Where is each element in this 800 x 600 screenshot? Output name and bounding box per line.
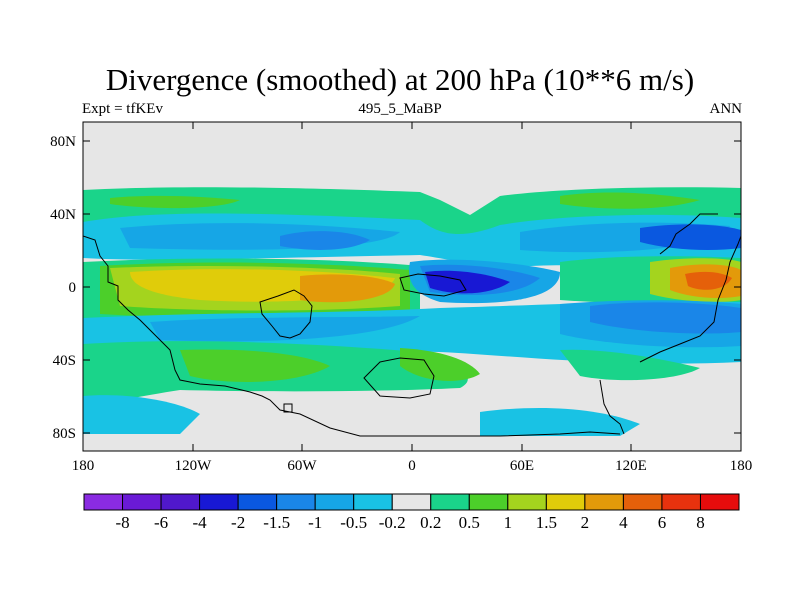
coastline-japan <box>659 213 718 255</box>
contour-eq-orange <box>300 274 395 303</box>
lat-label-80s: 80S <box>53 426 76 442</box>
lon-label-0: 0 <box>408 458 416 474</box>
colorbar-box <box>507 493 547 511</box>
contour-sh-negative-core <box>590 302 741 334</box>
divergence-field <box>83 122 741 451</box>
colorbar-label: 8 <box>696 513 705 532</box>
colorbar-box <box>661 493 701 511</box>
lat-label-40s: 40S <box>53 353 76 369</box>
colorbar-box <box>584 493 624 511</box>
lat-label-80n: 80N <box>50 134 76 150</box>
lon-label-180e: 180 <box>730 458 753 474</box>
colorbar-box <box>314 493 355 511</box>
coastline-east-asia <box>639 235 741 363</box>
coastline-australia <box>363 357 435 399</box>
contour-nh-negative-core <box>280 231 370 250</box>
lon-label-120e: 120E <box>615 458 647 474</box>
lon-label-60e: 60E <box>510 458 534 474</box>
colorbar-label: 0.2 <box>420 513 441 532</box>
lon-label-60w: 60W <box>287 458 317 474</box>
lat-label-40n: 40N <box>50 207 76 223</box>
colorbar-box <box>83 493 124 511</box>
colorbar-label: 1.5 <box>536 513 557 532</box>
coastlines <box>83 213 741 437</box>
contour-eq-negative-core <box>425 270 510 294</box>
colorbar-box <box>622 493 663 511</box>
colorbar-box <box>391 493 432 511</box>
contour-sh-negative-mid <box>150 316 420 342</box>
contour-sh-green <box>180 349 330 382</box>
colorbar-box <box>699 493 740 511</box>
lat-tick-marks <box>83 140 741 434</box>
colorbar-box <box>276 493 316 511</box>
period-label: 495_5_MaBP <box>358 101 442 117</box>
colorbar-label: -4 <box>193 513 208 532</box>
colorbar-box <box>430 493 470 511</box>
contour-nh-green <box>110 195 240 209</box>
contour-sh-positive-2 <box>560 349 700 381</box>
colorbar: -8 -6 -4 -2 -1.5 -1 -0.5 -0.2 0.2 0.5 1 1.5 2 4 6 8 <box>83 493 740 532</box>
colorbar-box <box>353 493 393 511</box>
colorbar-box <box>160 493 201 511</box>
colorbar-label: -1.5 <box>263 513 290 532</box>
contour-far-south-2 <box>480 408 640 436</box>
coastline-americas <box>83 235 621 437</box>
coastline-africa <box>399 273 467 297</box>
coastline-island <box>283 403 293 413</box>
colorbar-box <box>468 493 509 511</box>
colorbar-label: 4 <box>619 513 628 532</box>
contour-sh-green-2 <box>400 348 480 381</box>
lon-label-180w: 180 <box>72 458 95 474</box>
season-label: ANN <box>709 101 743 117</box>
colorbar-box <box>545 493 586 511</box>
colorbar-box <box>199 493 239 511</box>
colorbar-label: -2 <box>231 513 245 532</box>
coastline-asia <box>599 379 625 435</box>
colorbar-label: -0.2 <box>379 513 406 532</box>
lat-label-0: 0 <box>69 280 77 296</box>
experiment-label: Expt = tfKEv <box>82 101 163 117</box>
colorbar-box <box>237 493 278 511</box>
contour-far-south <box>83 395 200 434</box>
colorbar-box <box>122 493 162 511</box>
colorbar-label: -0.5 <box>340 513 367 532</box>
colorbar-label: 2 <box>581 513 590 532</box>
contour-nh-negative-core-2 <box>640 224 741 250</box>
lon-label-120w: 120W <box>175 458 213 474</box>
lon-tick-marks <box>82 122 742 451</box>
colorbar-label: 6 <box>658 513 667 532</box>
colorbar-label: -6 <box>154 513 168 532</box>
contour-wp-red <box>685 271 732 290</box>
colorbar-label: 0.5 <box>459 513 480 532</box>
contour-nh-green-2 <box>560 192 700 209</box>
colorbar-label: -8 <box>115 513 129 532</box>
colorbar-label: -1 <box>308 513 322 532</box>
plot-title: Divergence (smoothed) at 200 hPa (10**6 … <box>105 62 695 97</box>
coastline-south-america <box>259 289 313 339</box>
colorbar-label: 1 <box>504 513 513 532</box>
